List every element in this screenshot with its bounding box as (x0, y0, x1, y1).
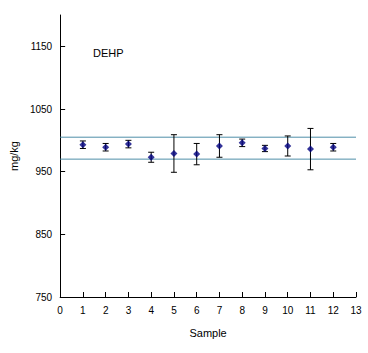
svg-text:3: 3 (126, 305, 132, 316)
svg-text:12: 12 (328, 305, 340, 316)
svg-text:2: 2 (103, 305, 109, 316)
svg-text:DEHP: DEHP (93, 47, 124, 59)
svg-text:13: 13 (350, 305, 362, 316)
svg-text:5: 5 (171, 305, 177, 316)
svg-text:850: 850 (35, 229, 52, 240)
svg-text:0: 0 (57, 305, 63, 316)
svg-text:1050: 1050 (30, 104, 53, 115)
svg-text:mg/kg: mg/kg (8, 141, 20, 171)
svg-text:950: 950 (35, 166, 52, 177)
svg-text:1150: 1150 (31, 41, 53, 52)
svg-text:9: 9 (262, 305, 268, 316)
svg-text:6: 6 (194, 305, 200, 316)
svg-text:10: 10 (282, 305, 294, 316)
svg-text:750: 750 (35, 292, 52, 303)
svg-text:1: 1 (80, 305, 86, 316)
svg-text:8: 8 (239, 305, 245, 316)
svg-text:4: 4 (148, 305, 154, 316)
svg-text:Sample: Sample (189, 327, 226, 339)
svg-text:7: 7 (217, 305, 223, 316)
svg-text:11: 11 (305, 305, 316, 316)
